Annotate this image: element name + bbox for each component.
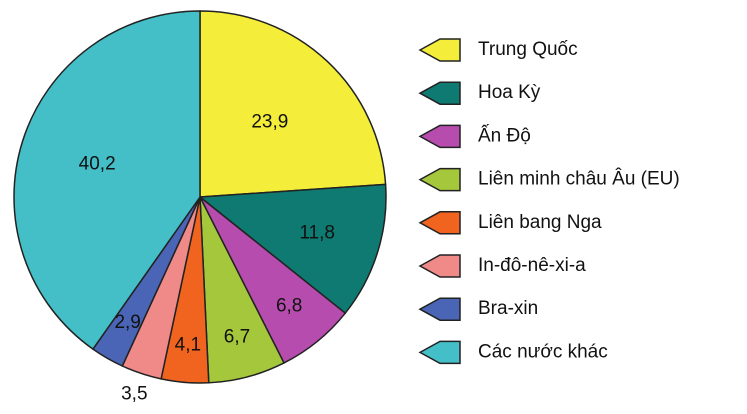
pie-slice <box>199 10 387 198</box>
legend-label: Ấn Độ <box>478 124 531 146</box>
data-label: 23,9 <box>251 111 288 132</box>
legend-swatch <box>418 124 461 149</box>
legend-label: In-đô-nê-xi-a <box>478 255 586 276</box>
legend-label: Liên bang Nga <box>478 212 602 233</box>
data-label: 6,8 <box>276 296 302 317</box>
legend-swatch <box>418 211 461 235</box>
legend-swatch <box>418 167 461 192</box>
data-label: 6,7 <box>224 326 250 347</box>
legend-label: Bra-xin <box>478 298 538 319</box>
legend-swatch <box>418 297 461 321</box>
data-label: 3,5 <box>121 384 147 405</box>
legend-swatch <box>418 340 461 365</box>
legend-label: Liên minh châu Âu (EU) <box>478 168 680 190</box>
legend-label: Trung Quốc <box>478 39 578 60</box>
legend-swatch <box>418 254 461 278</box>
legend-label: Các nước khác <box>478 341 608 362</box>
legend-swatch <box>418 38 461 62</box>
data-label: 40,2 <box>79 153 116 174</box>
pie-slice <box>13 10 201 351</box>
data-label: 11,8 <box>299 223 335 244</box>
data-label: 2,9 <box>114 312 140 333</box>
data-label: 4,1 <box>175 334 201 355</box>
legend-label: Hoa Kỳ <box>478 82 541 103</box>
legend-swatch <box>418 81 461 105</box>
pie-slice <box>198 183 387 315</box>
